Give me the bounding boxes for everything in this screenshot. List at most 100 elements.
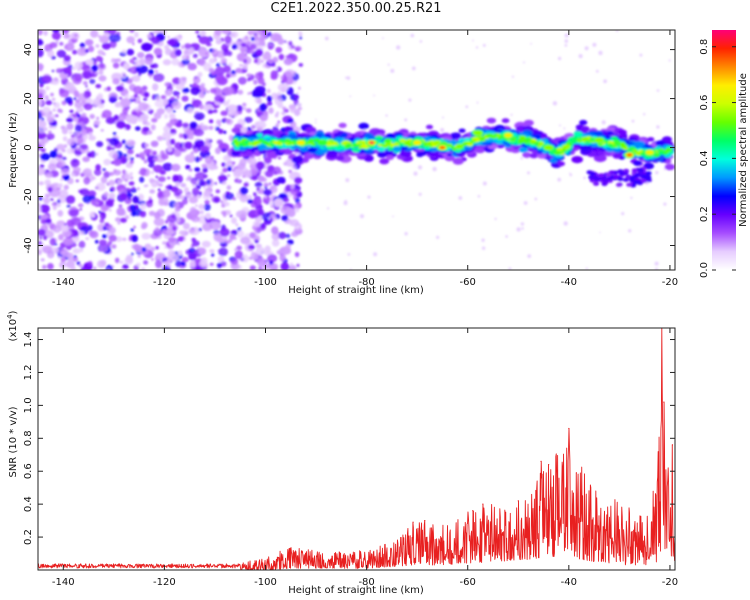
heatmap-noise-cell <box>152 150 157 156</box>
heatmap-noise-cell <box>107 30 117 35</box>
heatmap-band-cell <box>518 146 529 153</box>
heatmap-noise-cell <box>76 147 80 151</box>
heatmap-noise-cell <box>249 265 256 270</box>
heatmap-noise-cell <box>267 58 274 64</box>
heatmap-noise-cell <box>108 33 121 43</box>
heatmap-noise-cell <box>45 86 50 91</box>
heatmap-noise-cell <box>267 101 273 106</box>
heatmap-noise-cell <box>221 180 227 185</box>
heatmap-noise-cell <box>133 93 138 99</box>
heatmap-noise-cell <box>163 113 169 119</box>
heatmap-noise-cell <box>95 201 99 205</box>
heatmap-speckle <box>595 69 599 73</box>
heatmap-noise-cell <box>60 178 64 182</box>
heatmap-speckle <box>668 59 671 62</box>
heatmap-speckle <box>603 79 607 84</box>
heatmap-noise-cell <box>103 158 111 166</box>
heatmap-band-cell <box>446 153 453 157</box>
heatmap-speckle <box>643 113 646 116</box>
x-tick-label: -120 <box>153 577 176 588</box>
x-tick-label: -20 <box>662 277 678 288</box>
heatmap-noise-cell <box>201 163 208 169</box>
heatmap-noise-cell <box>59 261 66 269</box>
heatmap-noise-cell <box>193 75 201 84</box>
heatmap-noise-cell <box>237 89 244 95</box>
heatmap-noise-cell <box>223 130 227 134</box>
y-tick-label: 0.8 <box>23 430 34 446</box>
heatmap-band-cell <box>613 140 621 145</box>
heatmap-noise-cell <box>99 35 110 44</box>
heatmap-noise-cell <box>222 167 228 173</box>
heatmap-noise-cell <box>185 164 191 170</box>
heatmap-noise-cell <box>110 147 116 151</box>
heatmap-band-cell <box>340 133 349 138</box>
heatmap-speckle <box>367 195 371 199</box>
x-tick-label: -140 <box>52 277 75 288</box>
heatmap-speckle <box>630 196 633 200</box>
heatmap-noise-cell <box>225 191 230 195</box>
heatmap-noise-cell <box>204 156 212 164</box>
heatmap-band-cell <box>589 137 595 141</box>
heatmap-noise-cell <box>164 227 168 231</box>
heatmap-noise-cell <box>89 195 96 200</box>
heatmap-speckle <box>387 63 390 66</box>
heatmap-noise-cell <box>184 43 192 49</box>
heatmap-noise-cell <box>116 85 124 92</box>
heatmap-peak <box>370 141 374 144</box>
heatmap-band-cell <box>486 133 494 138</box>
heatmap-noise-cell <box>209 221 221 230</box>
heatmap-noise-cell <box>46 116 54 123</box>
heatmap-noise-cell <box>158 196 169 206</box>
heatmap-speckle <box>563 127 566 130</box>
heatmap-noise-cell <box>198 179 206 187</box>
heatmap-noise-cell <box>297 106 303 111</box>
heatmap-x-label: Height of straight line (km) <box>288 285 424 296</box>
heatmap-noise-cell <box>199 210 204 215</box>
heatmap-noise-cell <box>84 39 94 46</box>
heatmap-speckle <box>527 254 532 258</box>
heatmap-noise-cell <box>60 168 70 176</box>
heatmap-speckle <box>482 181 487 186</box>
heatmap-speckle <box>324 36 329 41</box>
x-tick-label: -40 <box>561 577 577 588</box>
heatmap-noise-cell <box>155 175 159 179</box>
heatmap-noise-cell <box>52 225 62 233</box>
heatmap-noise-cell <box>182 87 190 93</box>
heatmap-noise-cell <box>183 239 186 242</box>
heatmap-noise-cell <box>148 196 152 200</box>
snr-multiplier-base: (x10 <box>8 319 19 342</box>
heatmap-noise-cell <box>203 190 212 197</box>
heatmap-noise-cell <box>120 82 125 87</box>
heatmap-noise-cell <box>175 260 182 267</box>
heatmap-noise-cell <box>157 176 166 183</box>
heatmap-noise-cell <box>187 134 194 140</box>
heatmap-speckle <box>655 267 658 270</box>
heatmap-noise-cell <box>102 226 107 231</box>
heatmap-band-cell <box>291 156 304 164</box>
heatmap-band-cell <box>588 175 595 180</box>
heatmap-noise-cell <box>192 187 200 196</box>
heatmap-speckle <box>277 91 282 96</box>
heatmap-noise-cell <box>268 107 274 114</box>
heatmap-noise-cell <box>206 179 212 185</box>
heatmap-noise-cell <box>291 165 297 170</box>
heatmap-speckle <box>296 91 299 95</box>
heatmap-noise-cell <box>83 176 91 185</box>
heatmap-noise-cell <box>232 161 236 165</box>
heatmap-speckle <box>511 75 514 78</box>
heatmap-noise-cell <box>222 100 230 107</box>
heatmap-noise-cell <box>215 62 221 68</box>
heatmap-noise-cell <box>263 44 267 48</box>
heatmap-band-cell <box>316 133 323 138</box>
heatmap-noise-cell <box>188 228 196 234</box>
heatmap-noise-cell <box>40 153 51 161</box>
heatmap-noise-cell <box>70 158 80 168</box>
heatmap-speckle <box>385 114 388 117</box>
heatmap-noise-cell <box>221 210 227 215</box>
heatmap-speckle <box>656 125 660 129</box>
heatmap-noise-cell <box>93 266 97 270</box>
heatmap-band-cell <box>622 146 629 151</box>
heatmap-noise-cell <box>95 44 100 48</box>
heatmap-noise-cell <box>61 127 68 135</box>
